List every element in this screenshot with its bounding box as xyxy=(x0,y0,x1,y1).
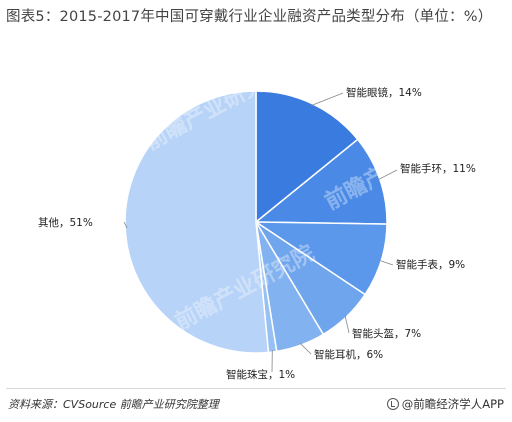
slice-label-5: 智能耳机，6% xyxy=(314,348,383,361)
chart-title: 图表5：2015-2017年中国可穿戴行业企业融资产品类型分布（单位：%） xyxy=(6,9,493,25)
leader-line-2 xyxy=(377,169,398,181)
pie-slice-7 xyxy=(124,90,270,354)
leader-line-5 xyxy=(299,342,312,355)
leader-line-7 xyxy=(123,221,128,229)
slice-labels: 智能眼镜，14% 智能手环，11% 智能手表，9% 智能头盔，7% 智能耳机，6% 智能珠… xyxy=(38,86,476,381)
leader-line-1 xyxy=(311,92,344,106)
brand: @前瞻经济学人APP xyxy=(386,396,504,412)
source-note: 资料来源：CVSource 前瞻产业研究院整理 xyxy=(8,398,219,411)
leader-lines xyxy=(123,92,398,373)
pie-slices xyxy=(124,90,388,354)
slice-label-2: 智能手环，11% xyxy=(400,162,476,175)
slice-label-7: 其他，51% xyxy=(38,216,93,229)
footer-divider xyxy=(6,388,506,389)
brand-text: @前瞻经济学人APP xyxy=(401,397,504,411)
slice-label-4: 智能头盔，7% xyxy=(352,327,421,340)
slice-label-6: 智能珠宝，1% xyxy=(226,368,295,381)
brand-icon xyxy=(386,398,399,410)
pie-slice-1 xyxy=(255,90,359,224)
slice-label-3: 智能手表，9% xyxy=(396,258,465,271)
leader-line-3 xyxy=(379,259,394,266)
slice-label-1: 智能眼镜，14% xyxy=(346,86,422,99)
leader-line-4 xyxy=(344,315,350,334)
